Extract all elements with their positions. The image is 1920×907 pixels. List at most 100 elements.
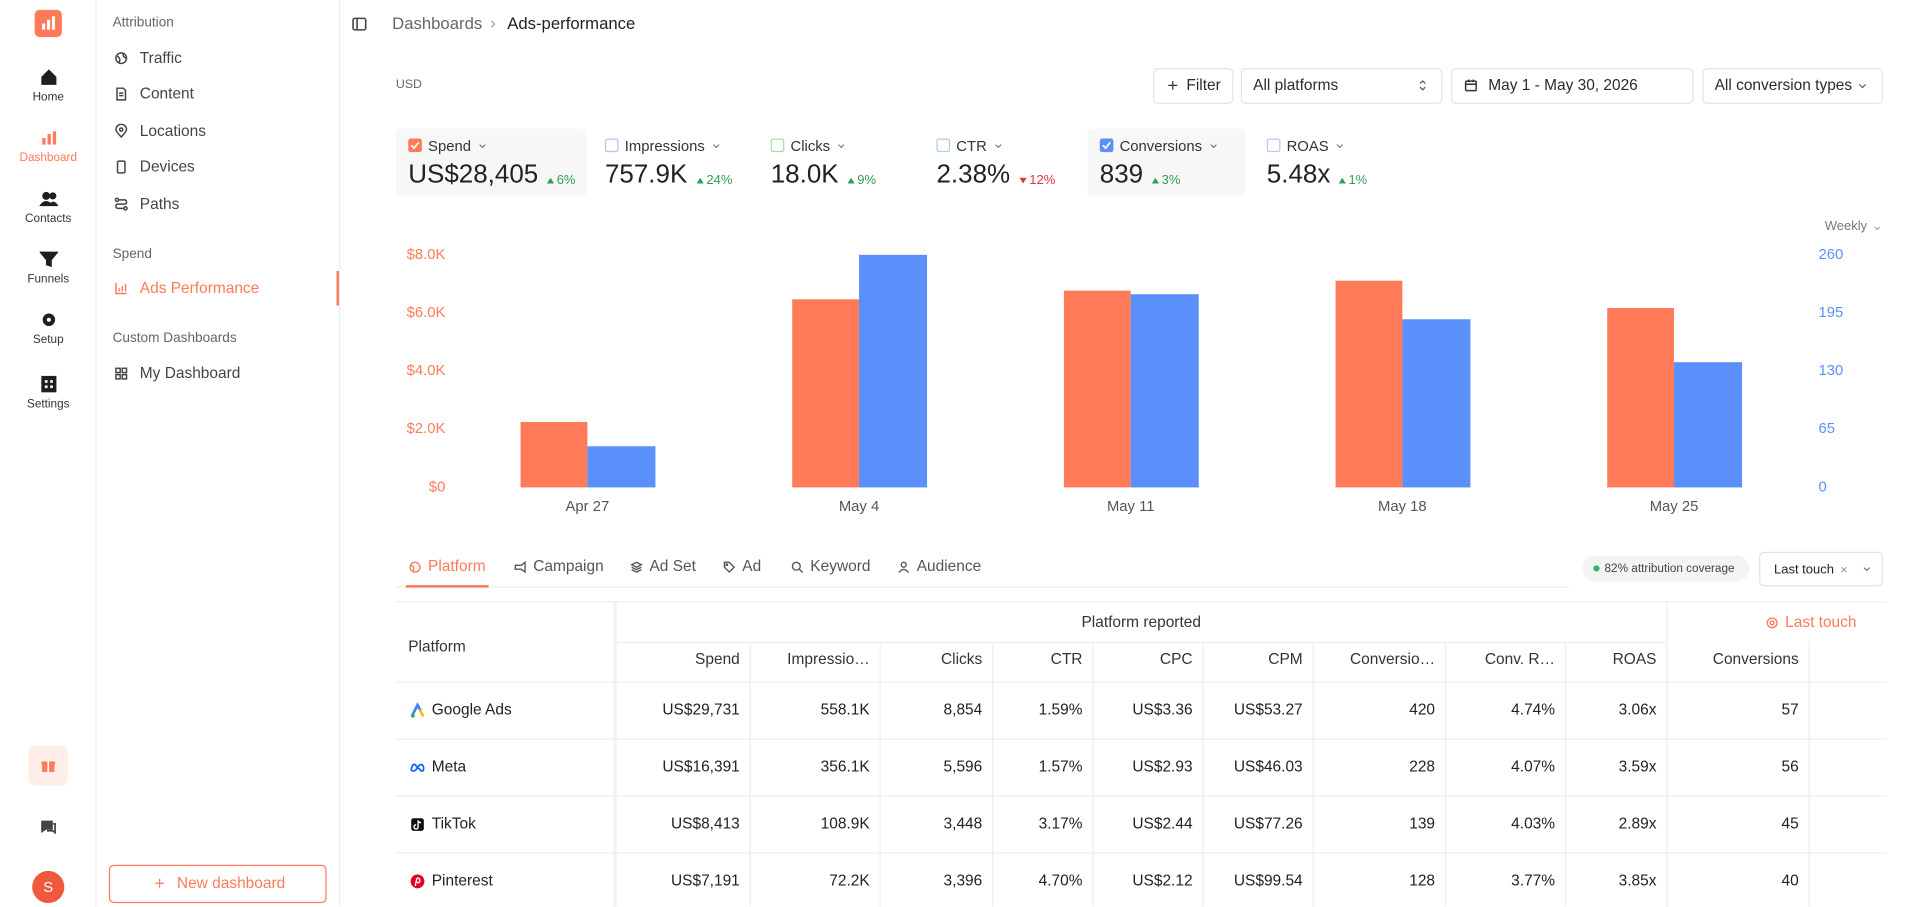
sidebar-item[interactable]: Content — [139, 85, 194, 103]
new-dashboard-label[interactable]: New dashboard — [176, 874, 286, 892]
sidebar-item[interactable]: My Dashboard — [139, 364, 241, 382]
kpi-label[interactable]: Impressions — [624, 137, 705, 155]
y2-tick-label: 130 — [1819, 363, 1844, 379]
column-header[interactable]: CTR — [1050, 650, 1083, 668]
platform-icon — [410, 873, 424, 888]
rail-label[interactable]: Dashboard — [19, 151, 77, 165]
breadcrumb-parent[interactable]: Dashboards — [392, 13, 483, 33]
kpi-checkbox[interactable] — [1099, 138, 1114, 153]
column-divider — [1808, 642, 1810, 907]
table-cell: 3.77% — [1511, 871, 1556, 890]
y-tick-label: $8.0K — [407, 247, 446, 263]
tab[interactable]: Platform — [428, 557, 486, 575]
column-divider — [1666, 642, 1668, 907]
sidebar-item[interactable]: Ads Performance — [139, 279, 260, 297]
tab[interactable]: Ad — [742, 557, 762, 575]
group-divider — [616, 642, 1667, 644]
column-header[interactable]: Conversions — [1712, 650, 1799, 668]
sidebar-item[interactable]: Devices — [139, 158, 195, 176]
column-header[interactable]: CPM — [1268, 650, 1303, 668]
sidebar-item[interactable]: Locations — [139, 122, 206, 140]
new-dashboard-button[interactable] — [108, 864, 327, 904]
sidebar-item-icon — [115, 52, 128, 65]
sidebar-item[interactable]: Paths — [139, 195, 180, 213]
sidebar-section-title: Custom Dashboards — [112, 330, 237, 346]
table-cell: 45 — [1781, 814, 1799, 833]
column-header[interactable]: Clicks — [941, 650, 983, 668]
sidebar-toggle — [351, 16, 366, 31]
kpi-change: 24% — [706, 172, 733, 188]
breadcrumb-sep — [490, 19, 495, 28]
table-cell: US$8,413 — [670, 814, 740, 833]
kpi-card-selected[interactable] — [1087, 128, 1246, 196]
date-picker[interactable] — [1451, 68, 1694, 104]
avatar[interactable]: S — [32, 870, 65, 904]
rail-label[interactable]: Setup — [32, 333, 64, 347]
table-cell: US$77.26 — [1233, 814, 1303, 833]
gift-icon — [41, 760, 56, 772]
table-cell: 356.1K — [820, 758, 870, 776]
kpi-label[interactable]: Clicks — [790, 137, 831, 155]
column-header[interactable]: Impressio… — [787, 650, 870, 668]
platform-name[interactable]: Meta — [431, 758, 467, 776]
column-header[interactable]: Platform — [408, 638, 466, 656]
y-tick-label: $6.0K — [407, 305, 446, 321]
bar — [587, 446, 656, 488]
kpi-checkbox[interactable] — [936, 138, 951, 153]
kpi-label[interactable]: CTR — [956, 137, 987, 155]
conversion-select[interactable] — [1702, 68, 1883, 104]
tab-icon — [514, 560, 526, 573]
column-header[interactable]: Spend — [695, 650, 740, 668]
platform-name[interactable]: Google Ads — [431, 701, 512, 719]
column-header[interactable]: Conversio… — [1349, 650, 1436, 668]
kpi-card-selected[interactable] — [395, 128, 587, 196]
sidebar-item-icon — [115, 123, 128, 139]
kpi-label[interactable]: Spend — [428, 137, 471, 155]
currency-label: USD — [395, 77, 423, 92]
table-cell: 3.85x — [1618, 871, 1657, 890]
rail-label[interactable]: Settings — [27, 397, 70, 412]
tab[interactable]: Campaign — [533, 557, 604, 575]
model-select[interactable]: Last touch — [1759, 551, 1883, 587]
filter-plus — [1168, 80, 1178, 90]
trend-arrow — [696, 177, 704, 184]
period-select[interactable]: Weekly — [1824, 218, 1868, 234]
platform-select[interactable] — [1240, 68, 1443, 104]
kpi-value: 5.48x — [1266, 160, 1331, 189]
tab-bar-border — [395, 586, 1569, 588]
table-cell: 3.59x — [1618, 758, 1657, 776]
y-tick-label: $4.0K — [407, 363, 446, 379]
filter-button[interactable] — [1152, 68, 1234, 104]
kpi-chevron — [838, 144, 845, 149]
tab[interactable]: Keyword — [810, 557, 871, 575]
kpi-checkbox[interactable] — [1266, 138, 1281, 153]
sidebar-section-title: Attribution — [112, 15, 174, 31]
platform-name[interactable]: Pinterest — [431, 871, 493, 890]
rail-label[interactable]: Funnels — [27, 272, 70, 287]
column-header[interactable]: Conv. R… — [1484, 650, 1556, 668]
kpi-label[interactable]: Conversions — [1119, 137, 1203, 155]
tab[interactable]: Audience — [916, 557, 982, 575]
kpi-checkbox[interactable] — [604, 138, 619, 153]
column-header[interactable]: ROAS — [1612, 650, 1657, 668]
sidebar-item[interactable]: Traffic — [139, 49, 182, 67]
rail-label[interactable]: Home — [32, 90, 64, 105]
tab[interactable]: Ad Set — [649, 557, 696, 575]
bar — [1130, 294, 1199, 488]
calendar-icon — [1464, 79, 1477, 92]
column-header[interactable]: CPC — [1159, 650, 1193, 668]
kpi-checkbox[interactable] — [408, 138, 422, 153]
tab-underline — [405, 585, 489, 588]
column-divider — [1312, 642, 1314, 907]
kpi-change: 3% — [1161, 172, 1181, 188]
chat-icon — [41, 820, 56, 835]
rail-icon — [41, 130, 56, 144]
table-cell: 420 — [1409, 701, 1436, 719]
kpi-checkbox[interactable] — [770, 138, 785, 153]
kpi-label[interactable]: ROAS — [1286, 137, 1329, 155]
coverage-label: 82% attribution coverage — [1604, 561, 1735, 575]
platform-name[interactable]: TikTok — [431, 814, 476, 833]
active-indicator — [336, 270, 339, 306]
rail-label[interactable]: Contacts — [25, 211, 72, 226]
